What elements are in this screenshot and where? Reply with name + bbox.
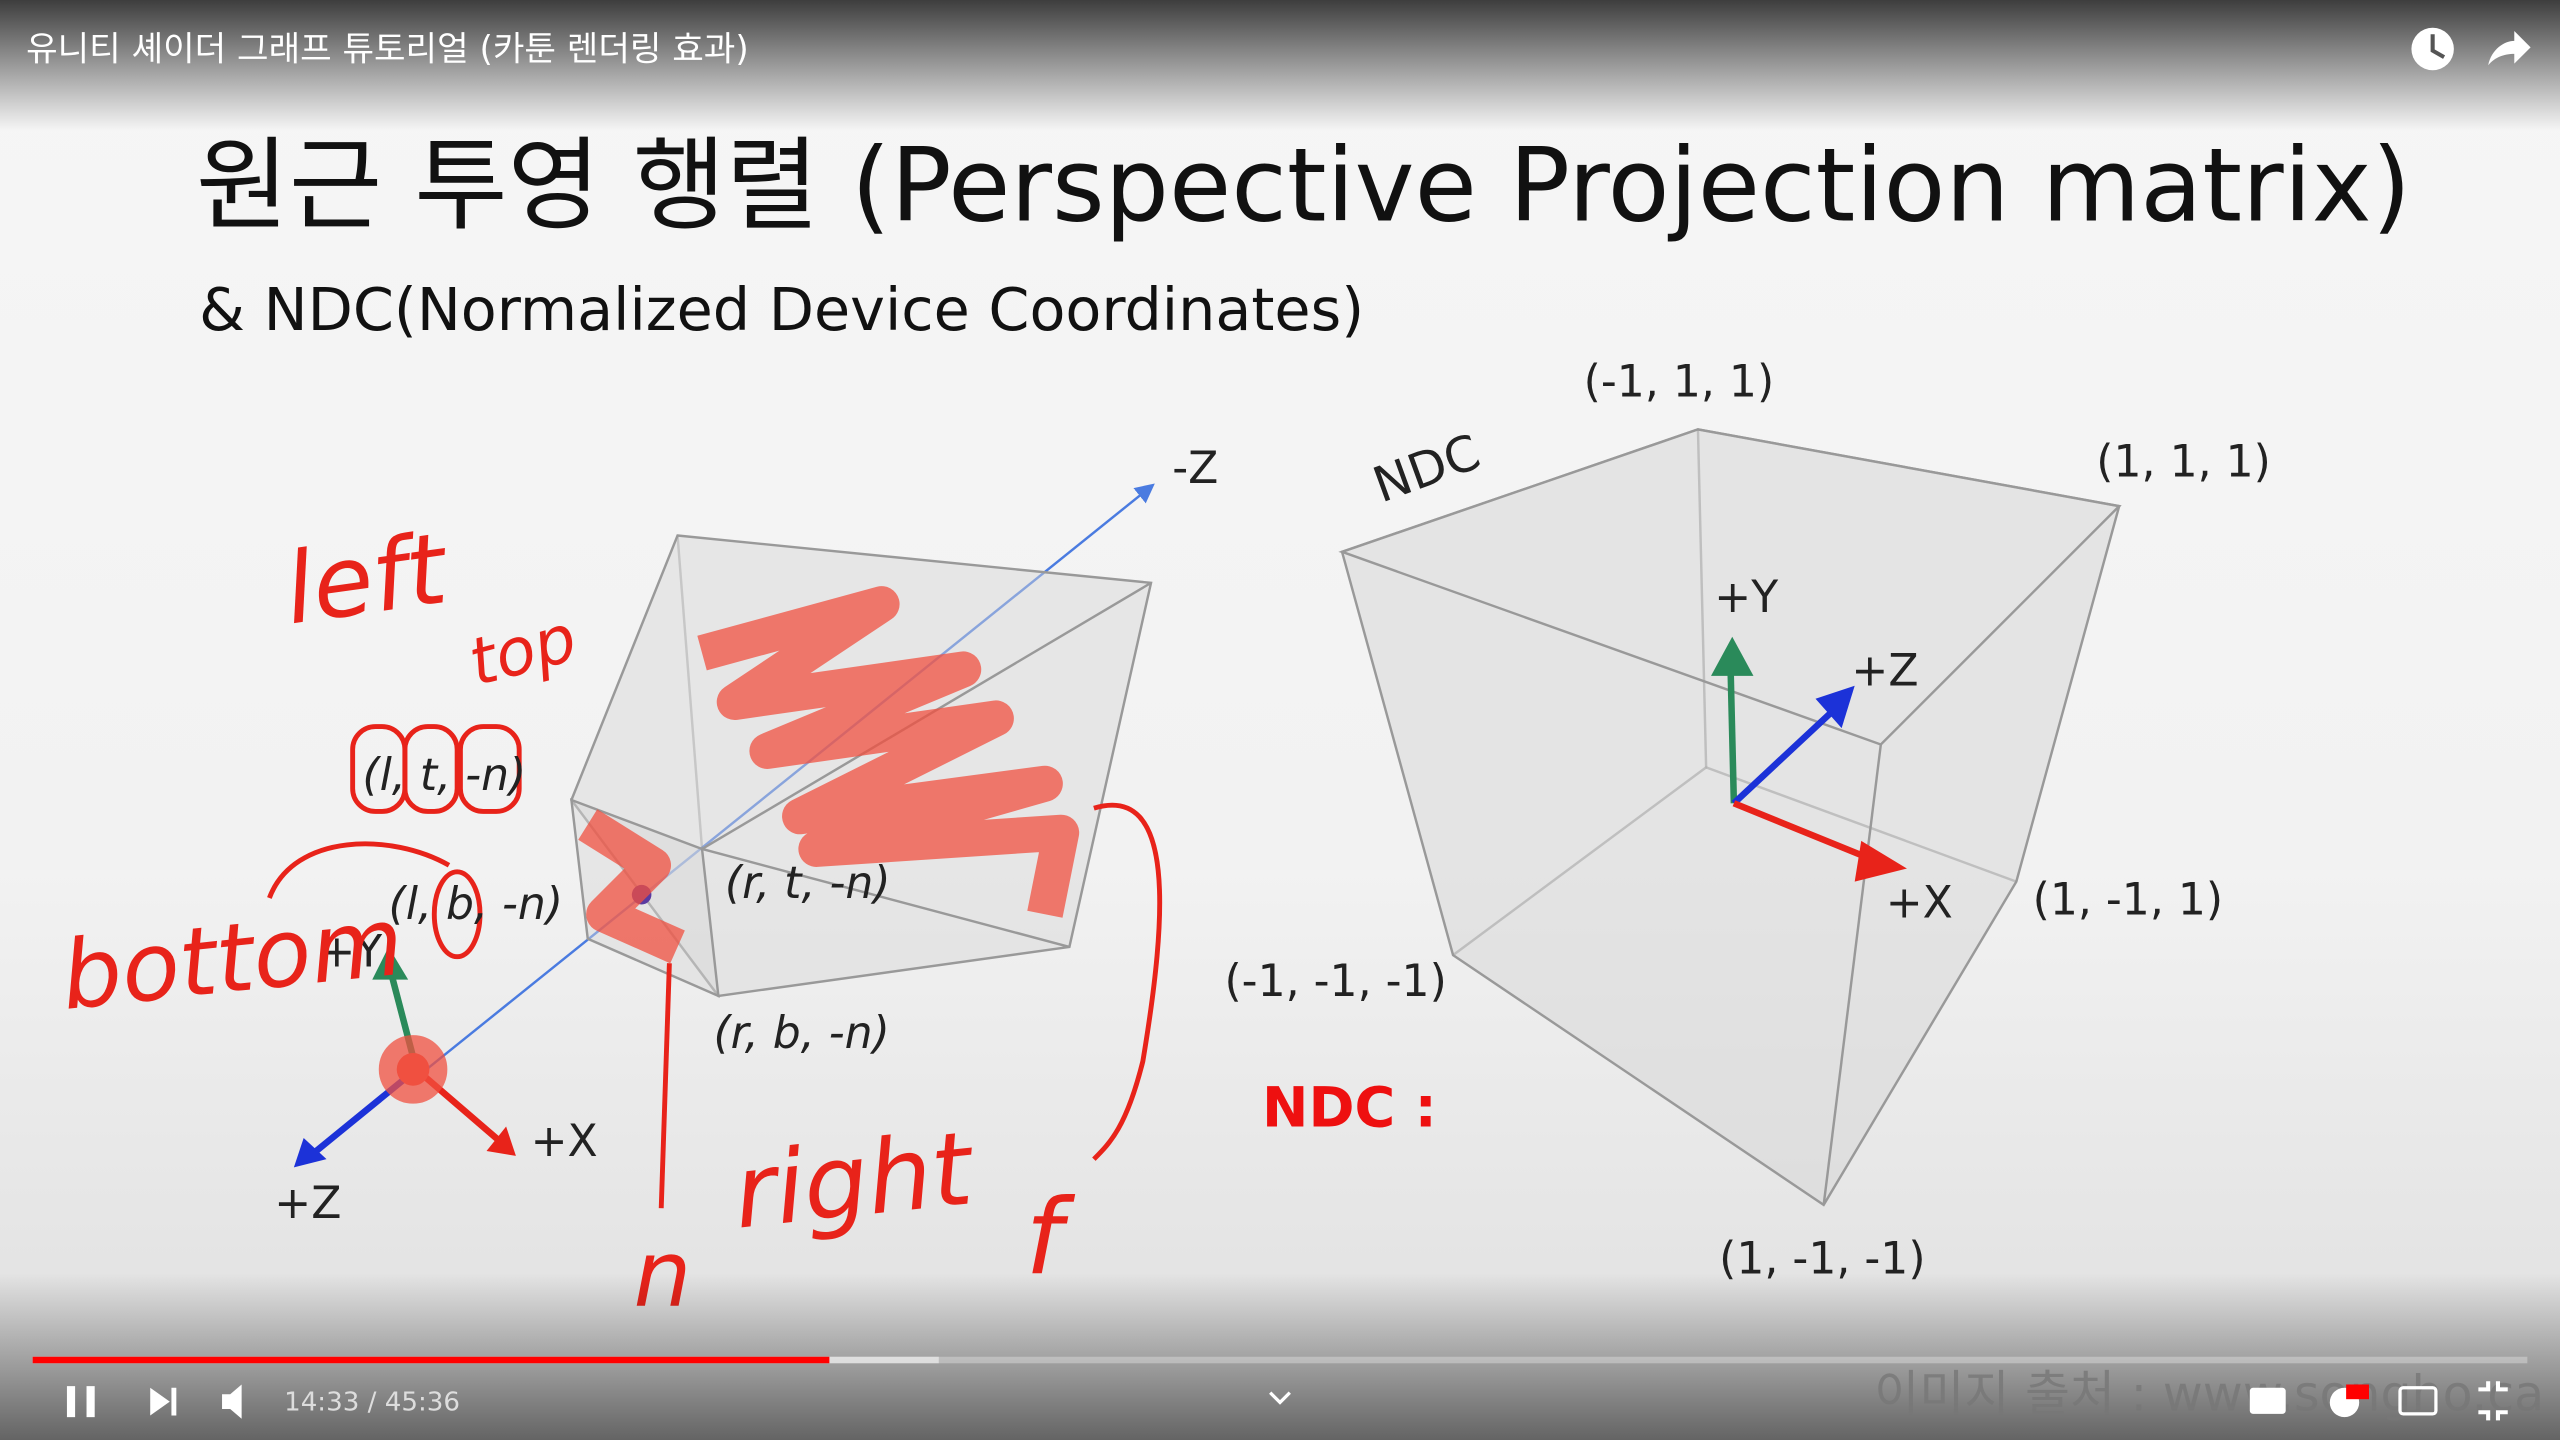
watch-later-button[interactable] — [2411, 27, 2454, 71]
circle-mark — [457, 724, 522, 814]
label: +Z — [1851, 646, 1918, 697]
z-axis — [1731, 709, 1835, 806]
next-button[interactable] — [150, 1387, 177, 1416]
cube-edge — [1822, 744, 1883, 1206]
label: (-1, 1, 1) — [1584, 357, 1774, 408]
pen-stroke — [267, 841, 451, 899]
pen-marks — [267, 724, 1163, 1209]
scribble — [697, 586, 1080, 918]
progress-track[interactable] — [32, 1356, 2528, 1364]
cube-edge — [1705, 766, 2017, 883]
bottom-bar — [0, 1273, 2560, 1440]
frustum-edge — [676, 535, 704, 850]
cube-edge — [1452, 766, 1707, 957]
slide-subtitle: & NDC(Normalized Device Coordinates) — [199, 275, 1364, 344]
label: (r, t, -n) — [725, 858, 891, 909]
arrow-head — [293, 1137, 327, 1168]
circle-mark — [431, 869, 483, 960]
cube-top — [1338, 428, 2122, 746]
pen-stroke — [1092, 802, 1163, 1161]
progress-bar — [32, 1356, 830, 1364]
label: -Z — [1172, 443, 1218, 494]
x-axis — [1732, 800, 1876, 864]
image-source: 이미지 출처 : www.songho.ca — [1874, 1366, 2544, 1423]
label: (1, 1, 1) — [2096, 437, 2271, 488]
arrow-head — [1854, 840, 1907, 882]
label: (r, b, -n) — [713, 1008, 889, 1059]
volume-button[interactable] — [222, 1384, 242, 1419]
arrow-head — [372, 946, 409, 980]
cube-edge — [1696, 429, 1708, 768]
circle-mark — [402, 724, 460, 814]
ndc-cube — [1338, 428, 2122, 1207]
cast-button[interactable] — [2398, 1386, 2438, 1416]
scribbles — [378, 586, 1080, 1104]
y-axis — [1727, 669, 1738, 804]
chapter-toggle[interactable] — [1269, 1391, 1291, 1405]
pause-button[interactable] — [66, 1386, 95, 1418]
video-title[interactable]: 유니티 셰이더 그래프 튜토리얼 (카툰 렌더링 효과) — [26, 29, 749, 69]
pen-stroke — [658, 963, 672, 1209]
label: +X — [1886, 878, 1953, 929]
label: +Z — [274, 1178, 341, 1229]
share-button[interactable] — [2488, 31, 2531, 66]
scribble — [378, 1035, 448, 1104]
label: +Y — [1714, 572, 1779, 623]
captions-button[interactable] — [2249, 1387, 2286, 1414]
hand-note: right — [728, 1109, 980, 1252]
label: (l, t, -n) — [362, 750, 526, 801]
hd-badge — [2346, 1384, 2369, 1400]
frustum-labels: -Z (l, t, -n) (l, b, -n) (r, t, -n) (r, … — [274, 443, 1218, 1229]
top-bar — [0, 0, 2560, 131]
arrow-head — [1815, 685, 1855, 729]
scribble — [578, 809, 685, 964]
label: (-1, -1, -1) — [1224, 956, 1446, 1007]
label: +X — [531, 1116, 598, 1167]
label: (1, -1, 1) — [2033, 874, 2223, 925]
frustum-edge — [701, 847, 1070, 949]
arrow-head — [1711, 636, 1754, 676]
arrow-head — [486, 1126, 516, 1156]
z-axis — [415, 483, 1155, 1079]
label: (l, b, -n) — [389, 879, 564, 930]
fullscreen-exit-button[interactable] — [2478, 1381, 2508, 1421]
slide-title: 원근 투영 행렬 (Perspective Projection matrix) — [196, 126, 2411, 244]
ndc-annotation: NDC : — [1262, 1076, 1437, 1141]
hand-note: left — [278, 512, 456, 648]
time-display: 14:33 / 45:36 — [284, 1388, 460, 1418]
label: +Y — [318, 927, 383, 978]
